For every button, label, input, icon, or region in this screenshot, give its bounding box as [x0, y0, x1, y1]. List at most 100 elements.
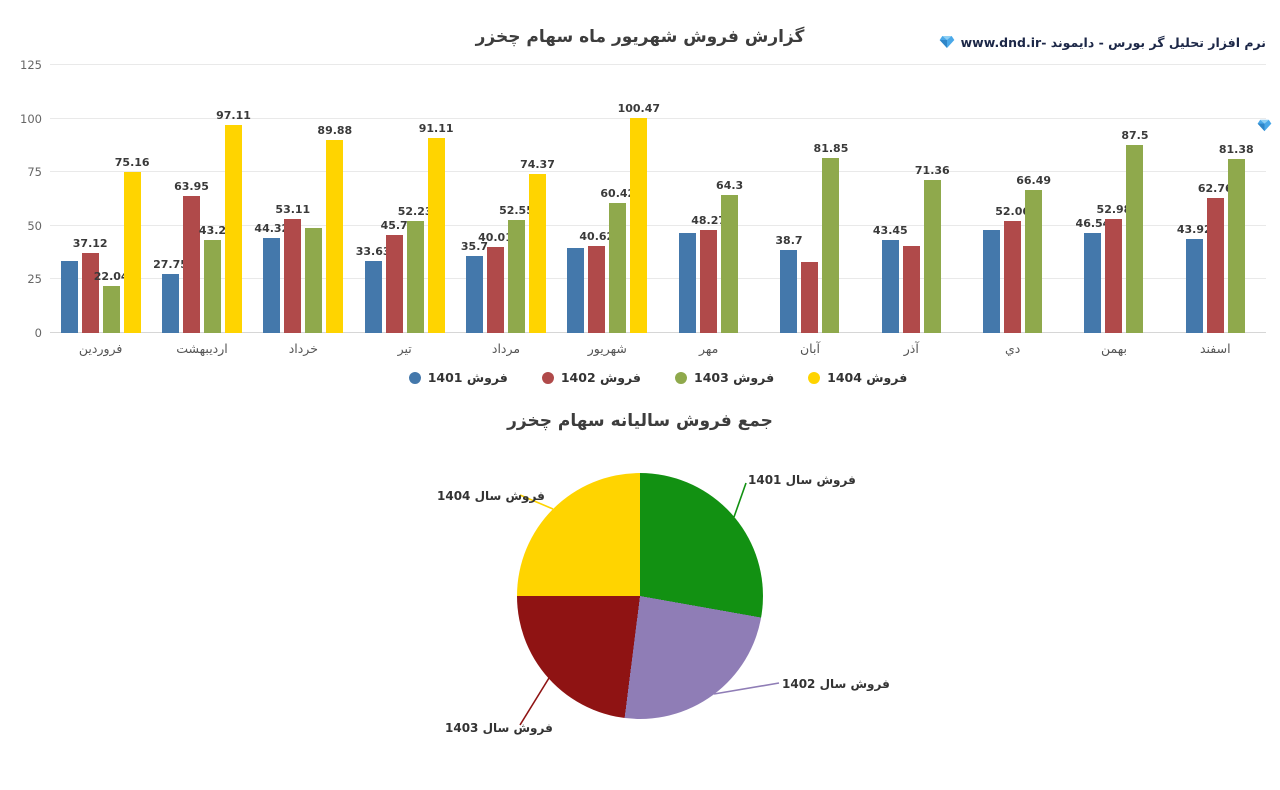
- bar-value-label: 43.2: [198, 224, 227, 238]
- y-axis-tick: 100: [20, 111, 42, 126]
- bar-value-label: 33.63: [355, 244, 391, 258]
- bar-series-3: 87.5: [1121, 129, 1149, 333]
- bar-value-label: 52.06: [995, 205, 1031, 219]
- bar-value-label: 60.42: [600, 187, 636, 201]
- bar-series-4: 75.16: [115, 156, 150, 333]
- bar-chart-section: گزارش فروش شهریور ماه سهام چخزر 0 25 50 75 1…: [0, 27, 1280, 385]
- bar-value-label: 22.04: [93, 269, 129, 283]
- pie-slice-label-1401: فروش سال 1401: [748, 473, 856, 487]
- bar-series-2: 48.27: [691, 214, 726, 333]
- bar-series-1: [983, 229, 1001, 333]
- x-axis-label: تیر: [397, 341, 412, 356]
- pie: [517, 473, 763, 719]
- bar-series-2: 37.12: [73, 237, 108, 333]
- legend-label: فروش 1401: [427, 370, 508, 385]
- bar-plot: 0 25 50 75 100 125 37.12 22.04 75.16 27.75 63.95 43…: [20, 58, 1266, 340]
- legend-color-dot: [808, 371, 821, 384]
- x-axis-label: اردیبهشت: [176, 341, 228, 356]
- pie-chart-title: جمع فروش سالیانه سهام چخزر: [507, 411, 773, 431]
- bar-value-label: 63.95: [174, 179, 209, 193]
- gridline: [50, 64, 1266, 65]
- bar-group: 48.27 64.3: [658, 65, 759, 333]
- legend-item[interactable]: فروش 1403: [675, 370, 774, 385]
- gridline: [50, 224, 1266, 226]
- legend-item[interactable]: فروش 1402: [541, 370, 641, 385]
- x-axis-label: دي: [1004, 341, 1021, 356]
- bar-value-label: 53.11: [275, 203, 311, 217]
- bar-value-label: 89.88: [317, 124, 353, 138]
- bar-series-3: 52.23: [398, 205, 433, 333]
- legend-label: فروش 1402: [560, 370, 641, 385]
- x-axis-label: بهمن: [1100, 341, 1127, 356]
- bar-group: 43.92 62.76 81.38: [1165, 65, 1266, 333]
- bar-group: 46.54 52.98 87.5: [1063, 65, 1164, 333]
- x-axis-label: خرداد: [288, 341, 318, 356]
- diamond-icon: [1257, 118, 1272, 133]
- legend-item[interactable]: فروش 1404: [808, 370, 907, 385]
- y-axis-tick: 75: [27, 165, 42, 180]
- bar-value-label: 52.98: [1096, 203, 1132, 217]
- bar-series-1: [60, 260, 78, 333]
- legend-color-dot: [675, 371, 687, 384]
- bar-value-label: 81.85: [813, 141, 849, 155]
- bar-group: 44.32 53.11 89.88: [253, 65, 354, 333]
- bar-chart: 0 25 50 75 100 125 37.12 22.04 75.16 27.75 63.95 43…: [14, 58, 1266, 385]
- bar-series-3: 81.85: [814, 142, 848, 333]
- app-brand: نرم افزار تحلیل گر بورس - دایموند -www.d…: [939, 34, 1266, 50]
- legend-item[interactable]: فروش 1401: [408, 370, 508, 385]
- bar-series-1: 44.32: [254, 222, 289, 333]
- bar-series-2: 62.76: [1198, 182, 1233, 333]
- bar-series-3: 66.49: [1016, 174, 1051, 333]
- bar-series-2: 52.06: [995, 205, 1030, 333]
- x-axis-label: اسفند: [1199, 341, 1231, 356]
- report-page: نرم افزار تحلیل گر بورس - دایموند -www.d…: [0, 27, 1280, 767]
- legend-label: فروش 1404: [827, 370, 908, 385]
- legend-color-dot: [408, 371, 421, 384]
- bar-series-4: 89.88: [317, 124, 352, 333]
- bar-series-1: 43.92: [1177, 223, 1212, 333]
- y-axis-tick: 125: [20, 58, 42, 72]
- bar-value-label: 27.75: [153, 257, 188, 271]
- bar-group: 52.06 66.49: [962, 65, 1063, 333]
- brand-text: نرم افزار تحلیل گر بورس - دایموند -www.d…: [960, 34, 1266, 50]
- bar-value-label: 87.5: [1121, 129, 1149, 143]
- bar-series-2: 63.95: [174, 180, 209, 333]
- bar-series-1: [567, 248, 585, 333]
- bar-value-label: 46.54: [1075, 217, 1111, 231]
- bar-value-label: 43.45: [872, 223, 908, 237]
- bar-value-label: 74.37: [520, 157, 555, 171]
- gridline: [50, 332, 1266, 333]
- bar-group: 35.7 40.01 52.55 74.37: [455, 65, 556, 333]
- gridline: [50, 278, 1266, 280]
- bar-series-1: 46.54: [1076, 217, 1110, 333]
- bar-series-4: 97.11: [216, 109, 251, 333]
- legend-label: فروش 1403: [694, 370, 775, 385]
- pie-slice-label-1403: فروش سال 1403: [445, 721, 553, 735]
- bar-series-3: 60.42: [600, 187, 635, 333]
- bar-value-label: 52.23: [397, 205, 433, 219]
- bar-value-label: 40.01: [478, 231, 513, 245]
- bar-series-1: 27.75: [153, 258, 188, 333]
- chart-legend: فروش 1401 فروش 1402 فروش 1403 فروش 1404: [50, 370, 1266, 385]
- bar-series-2: [801, 261, 819, 333]
- y-axis-tick: 0: [34, 326, 42, 340]
- bar-series-3: 81.38: [1219, 143, 1254, 333]
- x-axis-label: مرداد: [491, 341, 521, 356]
- bar-value-label: 44.32: [254, 221, 290, 235]
- bar-value-label: 62.76: [1197, 182, 1233, 196]
- leader-line-1403: [519, 677, 550, 726]
- bar-value-label: 37.12: [72, 237, 108, 251]
- bar-series-1: 43.45: [873, 224, 908, 333]
- bar-series-2: 40.01: [478, 231, 513, 333]
- bar-series-4: 74.37: [520, 158, 555, 333]
- y-axis-tick: 25: [27, 272, 42, 287]
- bar-series-1: 35.7: [461, 240, 488, 333]
- legend-color-dot: [541, 371, 554, 384]
- bar-group: 43.45 71.36: [861, 65, 962, 333]
- bar-series-3: [305, 227, 323, 333]
- pie-chart-section: جمع فروش سالیانه سهام چخزر فروش سال 1401…: [0, 411, 1280, 767]
- bar-series-3: 71.36: [915, 164, 950, 333]
- bar-value-label: 75.16: [114, 155, 150, 169]
- gridline: [50, 171, 1266, 173]
- bar-series-3: 43.2: [199, 224, 226, 333]
